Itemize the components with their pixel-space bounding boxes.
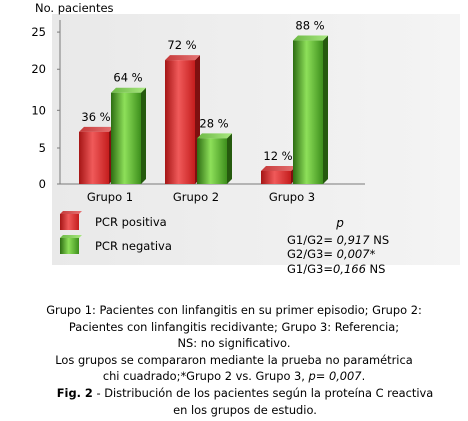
legend-swatch-top — [60, 235, 82, 238]
bar-pcr-negativa — [197, 138, 227, 184]
bar-data-label: 12 % — [263, 149, 292, 163]
stats-heading: p — [335, 216, 344, 230]
bar-data-label: 36 % — [81, 110, 110, 124]
figure-description-2: en los grupos de estudio. — [173, 402, 317, 417]
stats-line-prefix: G2/G3= — [287, 247, 337, 261]
bar-data-label: 28 % — [199, 116, 228, 130]
stats-line-suffix: * — [370, 247, 376, 261]
bar-top — [165, 55, 200, 61]
caption-line-5: chi cuadrado;*Grupo 2 vs. Grupo 3, p= 0,… — [0, 368, 468, 385]
bar-data-label: 88 % — [295, 19, 324, 33]
bar-pcr-positiva — [165, 60, 195, 185]
x-category-label: Grupo 3 — [269, 190, 315, 204]
caption-line-5-text: chi cuadrado;*Grupo 2 vs. Grupo 3, — [102, 369, 309, 384]
stats-line-prefix: G1/G3= — [287, 262, 333, 276]
stats-line-suffix: NS — [366, 262, 386, 276]
legend-label: PCR negativa — [95, 239, 172, 253]
bar-pcr-negativa — [111, 92, 141, 184]
stats-line-value: 0,917 — [337, 233, 371, 247]
stats-line-value: 0,007 — [337, 247, 371, 261]
y-axis-label: No. pacientes — [35, 1, 114, 15]
caption-p-value: p= 0,007 — [308, 369, 362, 384]
figure-caption: Grupo 1: Pacientes con linfangitis en su… — [0, 302, 468, 418]
legend-label: PCR positiva — [95, 215, 167, 229]
bar-data-label: 72 % — [167, 38, 196, 52]
bar-pcr-negativa — [293, 40, 323, 185]
stats-line: G2/G3= 0,007* — [287, 247, 376, 261]
bar-top — [261, 165, 296, 171]
caption-line-4: Los grupos se compararon mediante la pru… — [55, 352, 413, 367]
bar-top — [197, 133, 232, 139]
bar-data-label: 64 % — [113, 71, 142, 85]
bar-top — [111, 87, 146, 93]
caption-line-3: NS: no significativo. — [177, 336, 291, 351]
stats-line-prefix: G1/G2= — [287, 233, 337, 247]
y-tick-label: 20 — [31, 62, 46, 76]
y-tick-label: 10 — [31, 103, 46, 117]
stats-line: G1/G2= 0,917 NS — [287, 233, 389, 247]
bar-pcr-positiva — [261, 170, 291, 184]
caption-line-1: Grupo 1: Pacientes con linfangitis en su… — [46, 303, 422, 317]
chart-area: No. pacientes 0 5 10 20 25 36 % 64 % Grupo 1 72 %… — [31, 1, 460, 276]
legend-swatch-top — [60, 211, 82, 214]
caption-line-2: Pacientes con linfangitis recidivante; G… — [68, 319, 400, 334]
figure-description-1: - Distribución de los pacientes según la… — [92, 385, 434, 400]
bar-side — [227, 133, 232, 184]
bar-pcr-positiva — [79, 131, 109, 184]
stats-line: G1/G3=0,166 NS — [287, 262, 385, 276]
legend-swatch — [60, 214, 79, 230]
stats-line-suffix: NS — [370, 233, 390, 247]
figure-label: Fig. 2 — [56, 385, 93, 400]
y-tick-label: 0 — [39, 177, 46, 191]
bar-chart: No. pacientes 0 5 10 20 25 36 % 64 % Grupo 1 72 %… — [31, 1, 460, 276]
bar-side — [141, 87, 146, 184]
figure-title: Fig. 2 - Distribución de los pacientes s… — [0, 385, 468, 418]
x-category-label: Grupo 2 — [173, 190, 219, 204]
bar-side — [323, 35, 328, 185]
stats-line-value: 0,166 — [333, 262, 366, 276]
x-category-label: Grupo 1 — [87, 190, 133, 204]
legend-swatch — [60, 238, 79, 254]
y-tick-label: 25 — [31, 25, 46, 39]
bar-top — [293, 35, 328, 41]
caption-line-5-end: . — [361, 369, 366, 384]
bar-top — [79, 126, 114, 132]
y-tick-label: 5 — [39, 141, 46, 155]
